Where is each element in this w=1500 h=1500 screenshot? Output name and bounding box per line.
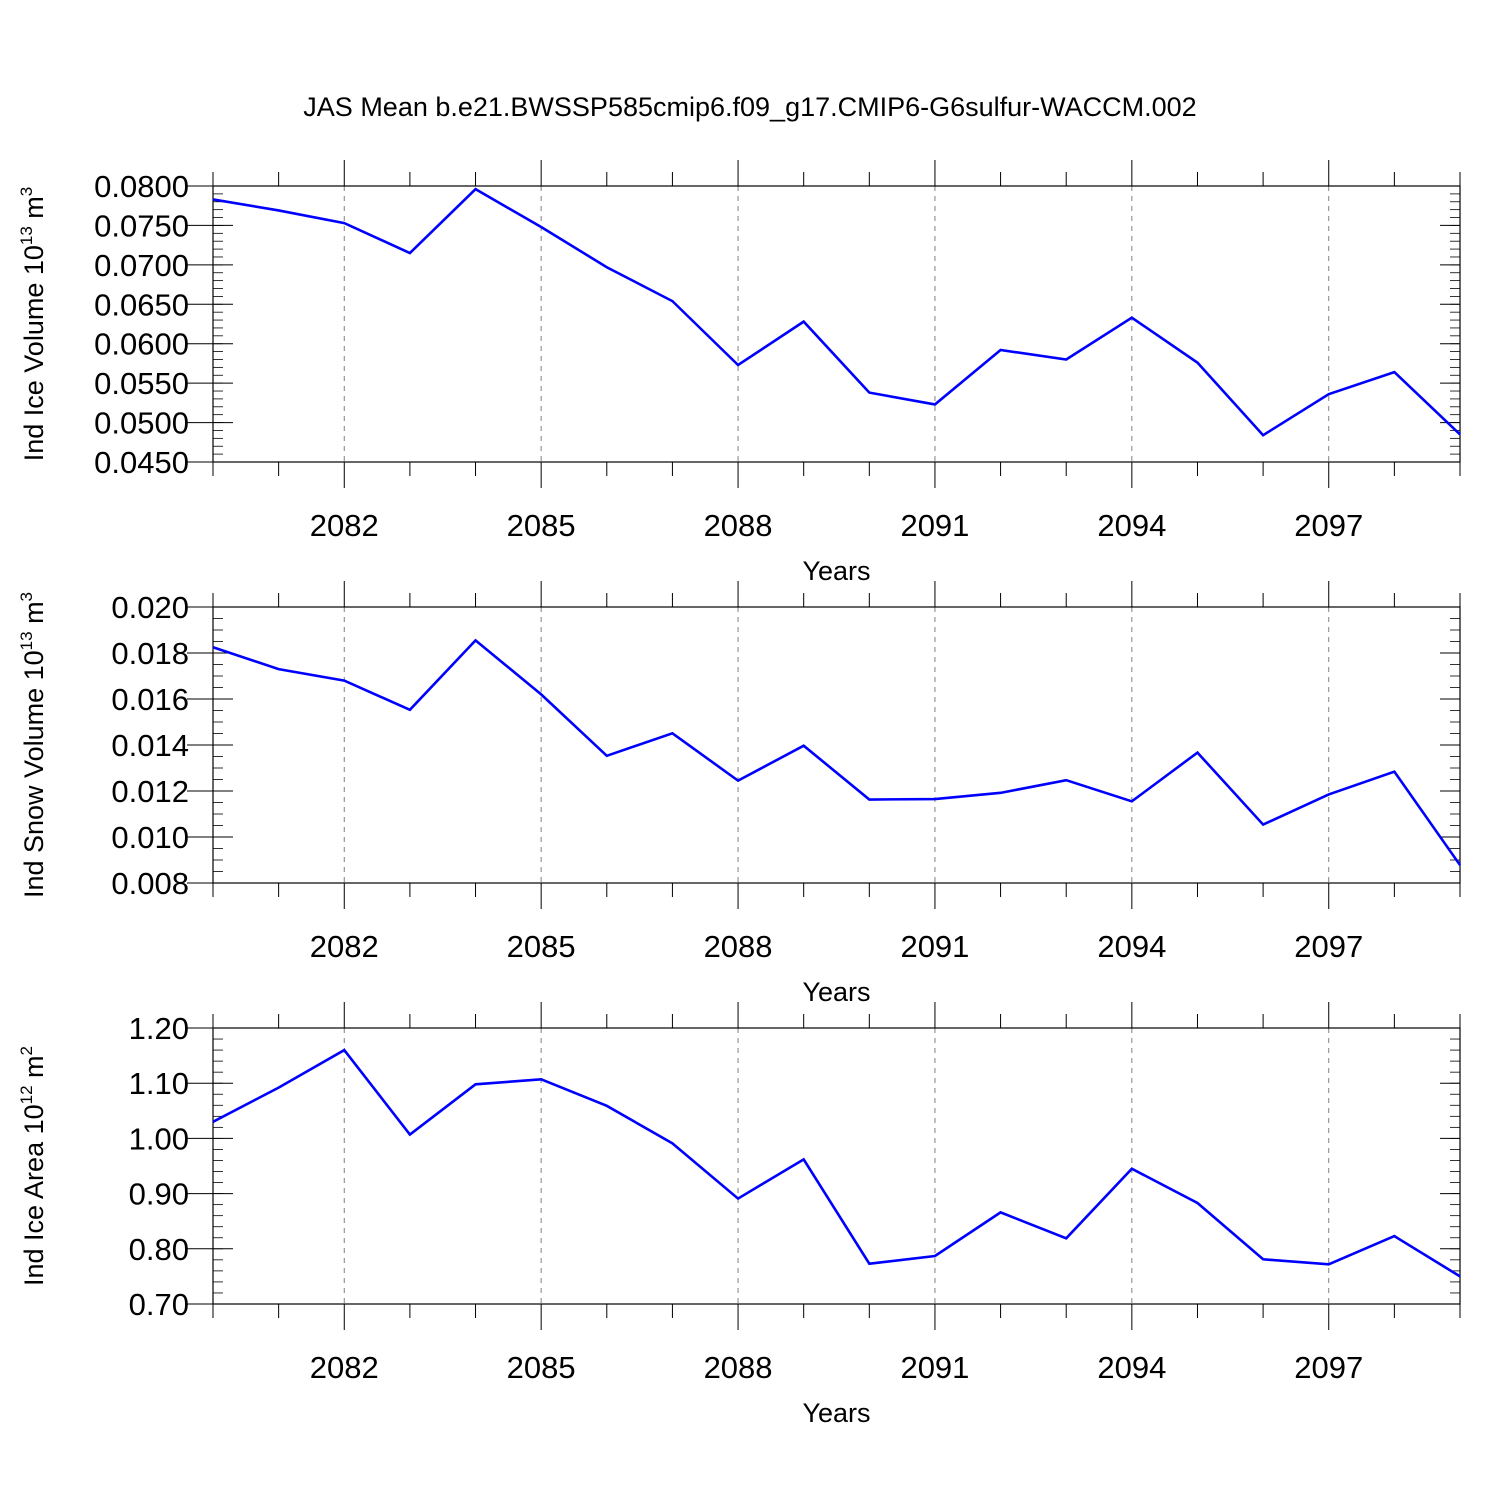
x-axis-label: Years — [802, 556, 870, 586]
y-axis-label: Ind Snow Volume 1013 m3 — [17, 592, 49, 898]
x-tick-label: 2088 — [704, 508, 773, 543]
x-tick-label: 2082 — [310, 1350, 379, 1385]
y-axis-label-text: Ind Snow Volume 10 — [19, 650, 49, 898]
y-axis-label-unit: m — [19, 601, 49, 631]
x-tick-label: 2085 — [507, 1350, 576, 1385]
y-axis-label-unit: m — [19, 1055, 49, 1085]
x-tick-label: 2085 — [507, 929, 576, 964]
x-tick-label: 2082 — [310, 508, 379, 543]
y-tick-label: 0.014 — [111, 728, 189, 763]
y-tick-label: 0.70 — [129, 1287, 189, 1322]
chart-panel-1: 0.0450 0.0500 0.0550 0.0600 0.0650 0.0700 0.07… — [17, 160, 1461, 586]
chart-panel-2: 0.008 0.010 0.012 0.014 0.016 0.018 0.020 2082 2… — [17, 581, 1462, 1007]
y-tick-label: 0.018 — [111, 636, 189, 671]
y-axis-label-text: Ind Ice Area 10 — [19, 1104, 49, 1286]
series-line — [212, 1048, 1461, 1278]
y-tick-label: 0.0800 — [94, 169, 189, 204]
page-title: JAS Mean b.e21.BWSSP585cmip6.f09_g17.CMI… — [303, 92, 1197, 122]
y-tick-label: 1.20 — [129, 1011, 189, 1046]
y-tick-label: 0.016 — [111, 682, 189, 717]
x-axis-label: Years — [802, 977, 870, 1007]
plot-frame — [212, 1027, 1461, 1305]
y-tick-label: 0.0700 — [94, 248, 189, 283]
y-tick-label: 0.008 — [111, 866, 189, 901]
x-tick-label: 2088 — [704, 1350, 773, 1385]
x-tick-label: 2097 — [1294, 929, 1363, 964]
x-tick-label: 2094 — [1097, 508, 1166, 543]
y-axis-label-text: Ind Ice Volume 10 — [19, 245, 49, 461]
y-axis-label: Ind Ice Volume 1013 m3 — [17, 187, 49, 462]
y-axis-label-exponent: 12 — [17, 1085, 36, 1104]
x-tick-label: 2085 — [507, 508, 576, 543]
y-axis-label-exponent: 13 — [17, 226, 36, 245]
y-axis-label: Ind Ice Area 1012 m2 — [17, 1046, 49, 1286]
y-tick-label: 0.80 — [129, 1232, 189, 1267]
y-tick-label: 0.0450 — [94, 445, 189, 480]
x-tick-label: 2094 — [1097, 1350, 1166, 1385]
y-tick-label: 0.0650 — [94, 287, 189, 322]
y-axis-label-unit: m — [19, 196, 49, 226]
y-tick-label: 0.90 — [129, 1177, 189, 1212]
y-tick-label: 0.010 — [111, 820, 189, 855]
y-tick-label: 0.0550 — [94, 366, 189, 401]
y-tick-label: 1.10 — [129, 1066, 189, 1101]
x-tick-label: 2091 — [900, 1350, 969, 1385]
series-line — [212, 187, 1461, 437]
y-axis-label-unit-exponent: 2 — [17, 1046, 36, 1055]
chart-panel-3: 0.70 0.80 0.90 1.00 1.10 1.20 2082 2085 2088 2091… — [17, 1002, 1461, 1428]
x-tick-label: 2091 — [900, 508, 969, 543]
plot-frame — [212, 606, 1461, 884]
x-tick-label: 2097 — [1294, 1350, 1363, 1385]
series-line — [212, 638, 1462, 866]
y-axis-label-unit-exponent: 3 — [17, 592, 36, 601]
y-tick-label: 0.0750 — [94, 208, 189, 243]
y-tick-label: 0.0600 — [94, 327, 189, 362]
x-axis-label: Years — [802, 1398, 870, 1428]
x-tick-label: 2091 — [900, 929, 969, 964]
x-tick-label: 2082 — [310, 929, 379, 964]
y-tick-label: 0.020 — [111, 590, 189, 625]
y-axis-label-exponent: 13 — [17, 631, 36, 650]
x-tick-label: 2088 — [704, 929, 773, 964]
y-axis-label-unit-exponent: 3 — [17, 187, 36, 196]
y-tick-label: 1.00 — [129, 1121, 189, 1156]
y-tick-label: 0.012 — [111, 774, 189, 809]
x-tick-label: 2094 — [1097, 929, 1166, 964]
x-tick-label: 2097 — [1294, 508, 1363, 543]
plot-frame — [212, 185, 1461, 463]
y-tick-label: 0.0500 — [94, 406, 189, 441]
